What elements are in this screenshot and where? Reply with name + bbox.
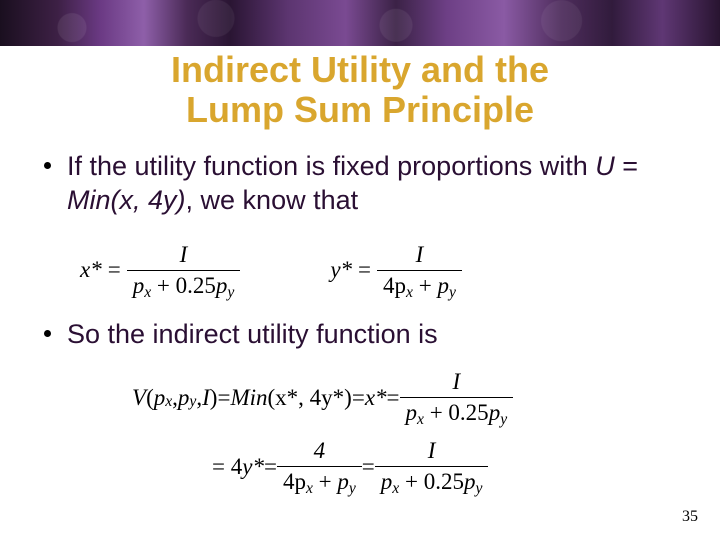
title-line-2: Lump Sum Principle bbox=[186, 89, 534, 130]
equation-ystar: y* = I 4px + py bbox=[330, 242, 462, 299]
bullet1-u: U bbox=[595, 151, 615, 181]
bullet1-min: Min bbox=[67, 185, 111, 215]
bullet1-args: (x, 4y) bbox=[111, 185, 186, 215]
bullet-2: So the indirect utility function is bbox=[42, 317, 678, 352]
ystar-den: 4px + py bbox=[377, 273, 462, 299]
bullet-1: If the utility function is fixed proport… bbox=[42, 149, 678, 218]
bullet-1-text: If the utility function is fixed proport… bbox=[67, 149, 678, 218]
xstar-fraction: I px + 0.25py bbox=[127, 242, 241, 299]
slide-title: Indirect Utility and the Lump Sum Princi… bbox=[0, 46, 720, 131]
ystar-fraction: I 4px + py bbox=[377, 242, 462, 299]
v1-fraction: I px + 0.25py bbox=[400, 369, 514, 426]
title-line-1: Indirect Utility and the bbox=[171, 49, 549, 90]
v-line-1: V(px, py, I) = Min(x*, 4y*) = x* = I px … bbox=[132, 369, 678, 426]
v-symbol: V bbox=[132, 385, 146, 411]
bullet-dot bbox=[44, 162, 51, 169]
xstar-num: I bbox=[174, 242, 194, 268]
decorative-banner bbox=[0, 0, 720, 46]
equation-xstar: x* = I px + 0.25py bbox=[80, 242, 240, 299]
bullet1-pre: If the utility function is fixed proport… bbox=[67, 151, 595, 181]
xstar-den: px + 0.25py bbox=[127, 273, 241, 299]
indirect-utility-equations: V(px, py, I) = Min(x*, 4y*) = x* = I px … bbox=[42, 361, 678, 495]
ystar-num: I bbox=[410, 242, 430, 268]
equals-sign: = bbox=[108, 257, 121, 283]
paren-open: ( bbox=[146, 385, 154, 411]
equation-row-demands: x* = I px + 0.25py y* = I 4px + py bbox=[42, 228, 678, 317]
bullet-dot bbox=[44, 330, 51, 337]
v2-fraction-1: 4 4px + py bbox=[277, 438, 362, 495]
page-number: 35 bbox=[682, 508, 698, 526]
bullet-2-text: So the indirect utility function is bbox=[67, 317, 438, 352]
xstar-lhs: x* bbox=[80, 257, 102, 283]
paren-close: ) bbox=[210, 385, 218, 411]
equals-sign: = bbox=[358, 257, 371, 283]
bullet1-eq: = bbox=[615, 151, 638, 181]
v2-fraction-2: I px + 0.25py bbox=[375, 438, 489, 495]
ystar-lhs: y* bbox=[330, 257, 352, 283]
v-line-2: = 4y* = 4 4px + py = I px + 0.25py bbox=[132, 438, 678, 495]
bullet1-post: , we know that bbox=[186, 185, 359, 215]
